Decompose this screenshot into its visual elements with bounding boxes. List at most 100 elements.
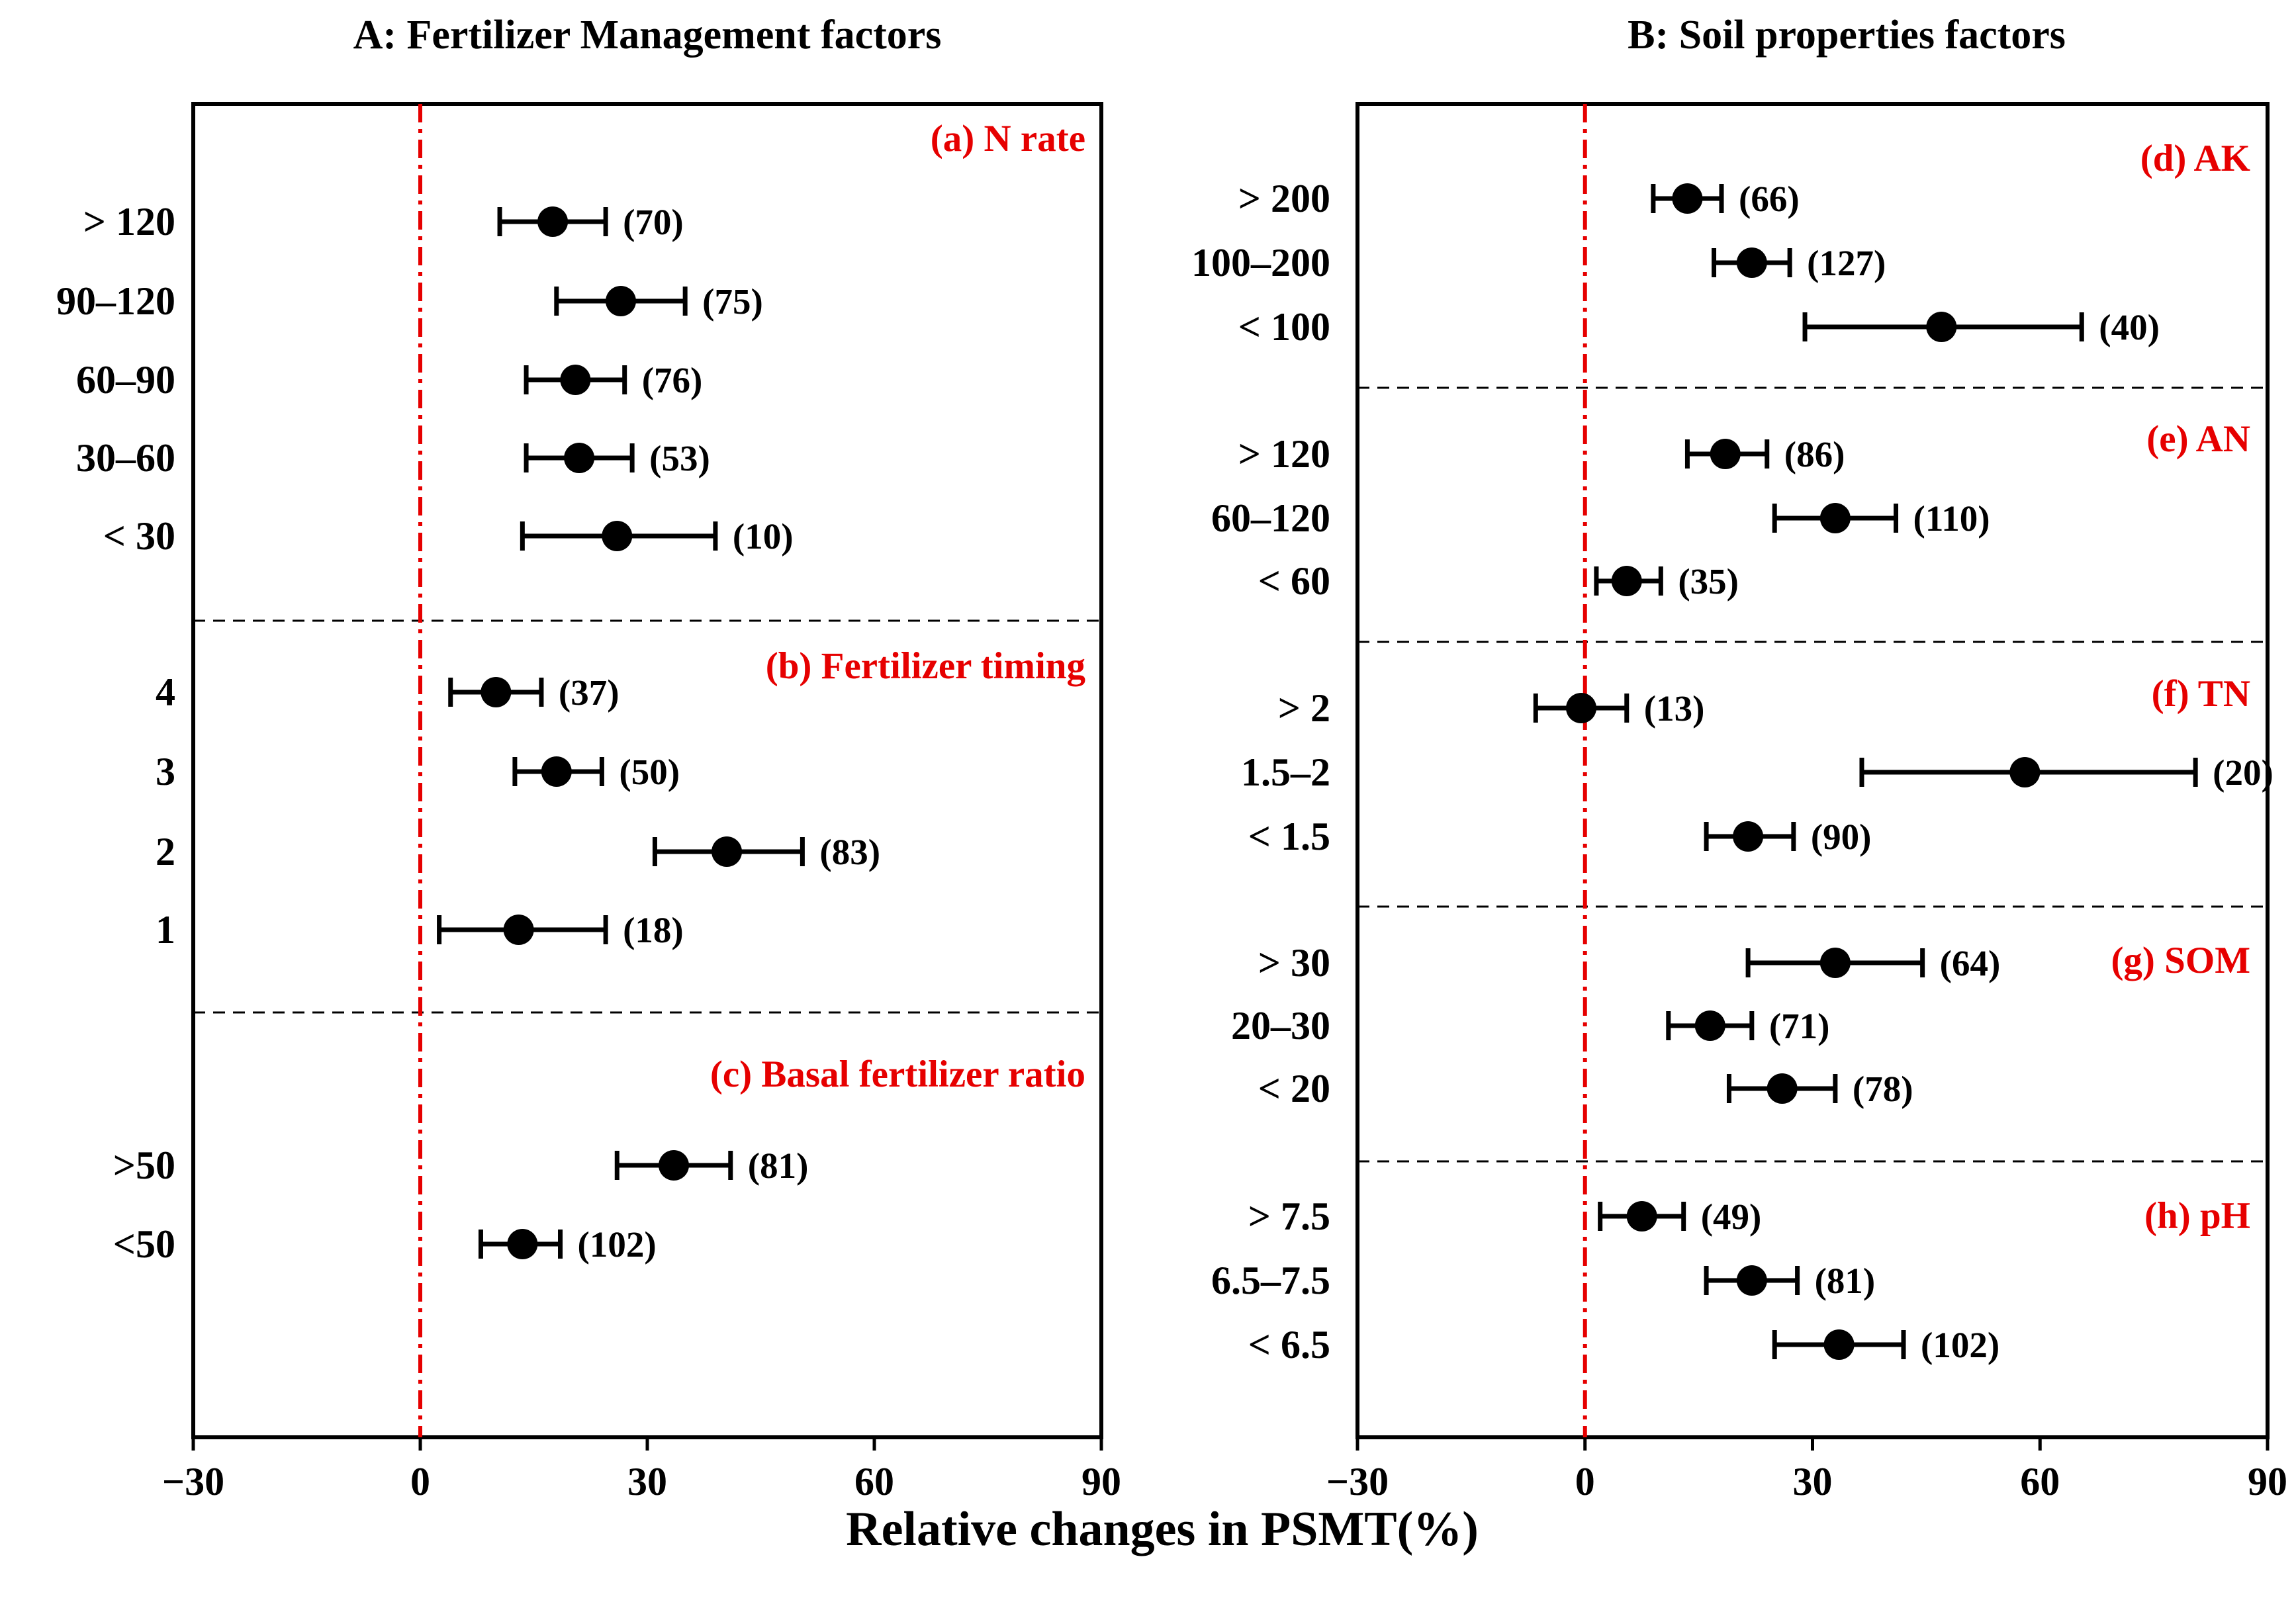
mean-point [1566, 693, 1597, 723]
group-label: (a) N rate [931, 118, 1085, 159]
mean-point [560, 365, 591, 395]
category-label: 6.5–7.5 [1211, 1259, 1330, 1302]
category-label: 1.5–2 [1241, 750, 1330, 794]
panel-b-title: B: Soil properties factors [1628, 13, 2066, 58]
panel-a-plot: −30 0 30 60 90 (a) N rate > 120 (70) 90–120 (75) 6… [56, 104, 1121, 1503]
category-label: 30–60 [76, 436, 175, 480]
x-tick-label: 90 [1081, 1460, 1121, 1503]
group-label: (h) pH [2144, 1195, 2250, 1237]
sample-size-label: (13) [1644, 688, 1705, 729]
mean-point [602, 521, 633, 551]
x-axis-label: Relative changes in PSMT(%) [846, 1502, 1479, 1556]
sample-size-label: (18) [623, 910, 684, 950]
category-label: <50 [113, 1222, 175, 1266]
mean-point [1710, 439, 1741, 469]
sample-size-label: (53) [649, 438, 710, 478]
sample-size-label: (71) [1769, 1006, 1830, 1046]
sample-size-label: (66) [1739, 179, 1800, 219]
mean-point [481, 677, 512, 707]
category-label: 2 [156, 830, 175, 873]
mean-point [1819, 503, 1851, 533]
category-label: 100–200 [1191, 241, 1330, 285]
category-label: >50 [113, 1143, 175, 1187]
category-label: < 20 [1258, 1067, 1330, 1110]
category-label: > 30 [1258, 941, 1330, 985]
x-tick-label: 30 [1793, 1460, 1833, 1503]
x-tick-label: −30 [162, 1460, 224, 1503]
mean-point [1611, 566, 1642, 596]
sample-size-label: (64) [1940, 943, 2001, 983]
group-label: (d) AK [2140, 138, 2250, 179]
mean-point [1694, 1010, 1725, 1041]
sample-size-label: (110) [1913, 498, 1990, 539]
x-tick-label: 60 [2020, 1460, 2060, 1503]
category-label: 20–30 [1231, 1004, 1330, 1048]
sample-size-label: (37) [559, 672, 620, 713]
sample-size-label: (75) [702, 281, 763, 322]
sample-size-label: (49) [1701, 1196, 1762, 1237]
sample-size-label: (10) [733, 516, 794, 557]
group-label: (b) Fertilizer timing [766, 645, 1085, 687]
mean-point [1733, 821, 1764, 852]
sample-size-label: (78) [1853, 1069, 1913, 1109]
x-tick-label: 30 [627, 1460, 667, 1503]
sample-size-label: (35) [1678, 561, 1739, 602]
group-label: (c) Basal fertilizer ratio [710, 1053, 1085, 1095]
mean-point [712, 836, 743, 867]
sample-size-label: (20) [2213, 752, 2273, 793]
mean-point [537, 206, 569, 237]
group-label: (e) AN [2146, 418, 2250, 460]
panel-a-title: A: Fertilizer Management factors [353, 13, 942, 58]
mean-point [1823, 1329, 1855, 1360]
sample-size-label: (83) [819, 832, 880, 872]
mean-point [1926, 312, 1957, 342]
category-label: 90–120 [56, 279, 175, 323]
x-tick-label: 90 [2248, 1460, 2287, 1503]
mean-point [1767, 1073, 1798, 1104]
mean-point [2009, 757, 2041, 787]
category-label: > 120 [1238, 432, 1330, 476]
sample-size-label: (127) [1807, 243, 1886, 283]
sample-size-label: (81) [1815, 1261, 1876, 1301]
category-label: > 200 [1238, 177, 1330, 220]
mean-point [507, 1229, 538, 1259]
mean-point [1819, 948, 1851, 978]
mean-point [1736, 1265, 1767, 1296]
mean-point [659, 1150, 690, 1181]
sample-size-label: (50) [619, 752, 680, 792]
panel-b-plot: −30 0 30 60 90 (d) AK > 200 (66) 100–200 (127) < 1… [1191, 104, 2287, 1503]
group-label: (g) SOM [2111, 940, 2250, 981]
mean-point [503, 915, 534, 945]
sample-size-label: (90) [1811, 817, 1872, 857]
category-label: > 120 [83, 200, 175, 244]
mean-point [1626, 1201, 1657, 1231]
sample-size-label: (102) [578, 1224, 657, 1265]
sample-size-label: (70) [623, 202, 684, 242]
x-tick-label: 0 [1575, 1460, 1595, 1503]
category-label: < 60 [1258, 559, 1330, 603]
sample-size-label: (102) [1921, 1325, 1999, 1365]
category-label: 60–120 [1211, 496, 1330, 540]
category-label: < 100 [1238, 305, 1330, 349]
group-label: (f) TN [2152, 673, 2250, 715]
category-label: 3 [156, 750, 175, 793]
x-tick-label: 60 [854, 1460, 894, 1503]
category-label: 4 [156, 670, 175, 714]
category-label: 60–90 [76, 358, 175, 402]
mean-point [541, 756, 572, 787]
mean-point [564, 443, 595, 473]
sample-size-label: (81) [748, 1145, 809, 1186]
category-label: < 6.5 [1248, 1323, 1330, 1366]
category-label: 1 [156, 908, 175, 952]
mean-point [1672, 183, 1703, 214]
sample-size-label: (86) [1784, 434, 1845, 474]
category-label: < 30 [103, 514, 175, 558]
x-tick-label: 0 [410, 1460, 430, 1503]
category-label: < 1.5 [1248, 815, 1330, 858]
mean-point [1736, 247, 1767, 278]
sample-size-label: (40) [2099, 307, 2160, 347]
sample-size-label: (76) [642, 360, 703, 400]
category-label: > 7.5 [1248, 1194, 1330, 1238]
mean-point [605, 286, 636, 316]
